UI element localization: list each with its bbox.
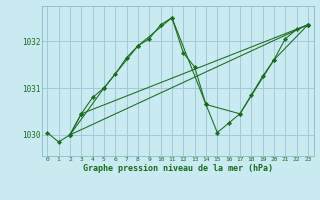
- X-axis label: Graphe pression niveau de la mer (hPa): Graphe pression niveau de la mer (hPa): [83, 164, 273, 173]
